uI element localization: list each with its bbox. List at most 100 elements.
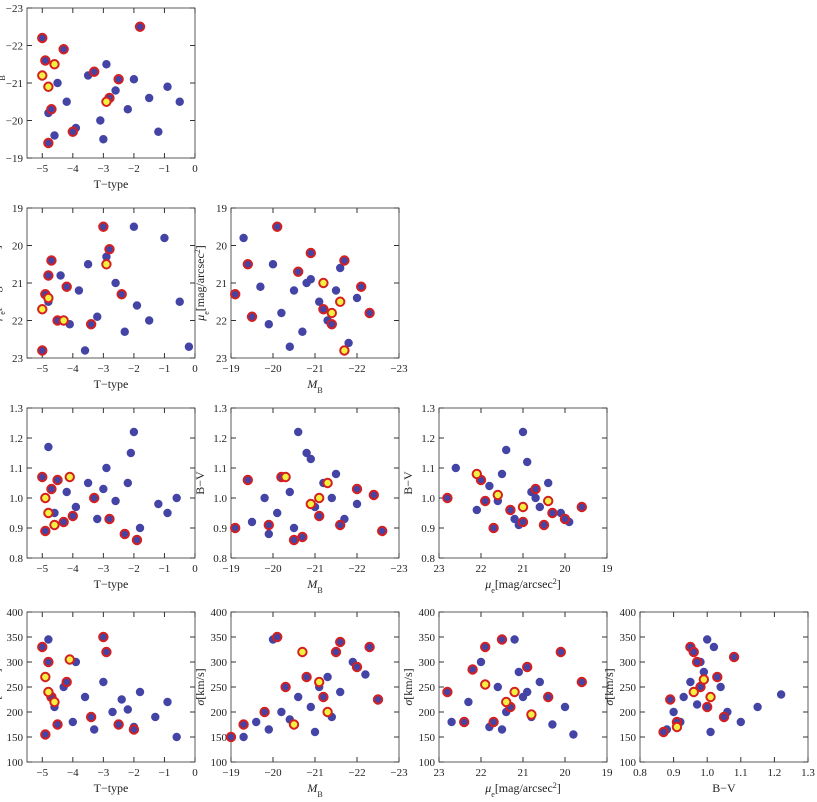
point bbox=[523, 457, 532, 467]
x-axis-label: T−type bbox=[94, 577, 129, 591]
point bbox=[273, 508, 282, 518]
y-axis-label-part: M bbox=[0, 80, 3, 92]
point bbox=[246, 311, 258, 322]
y-tick-label: 300 bbox=[7, 657, 24, 669]
x-tick-label: −4 bbox=[67, 163, 79, 175]
x-tick-label: −5 bbox=[36, 163, 48, 175]
point bbox=[67, 126, 79, 137]
y-tick-label: 0.9 bbox=[421, 523, 435, 535]
y-tick-label: 150 bbox=[419, 732, 436, 744]
y-axis-label-part: B bbox=[0, 75, 7, 80]
y-tick-label: 0.8 bbox=[213, 553, 227, 565]
point bbox=[716, 682, 725, 692]
point bbox=[135, 687, 145, 697]
y-tick-label: −23 bbox=[6, 3, 24, 15]
x-tick-label: −4 bbox=[67, 363, 79, 375]
point bbox=[46, 483, 57, 495]
x-tick-label: −5 bbox=[36, 363, 48, 375]
point bbox=[492, 489, 503, 501]
y-axis-label-part: [km/s] bbox=[0, 668, 3, 699]
point bbox=[43, 656, 54, 668]
point bbox=[471, 468, 482, 480]
point bbox=[686, 677, 695, 687]
point bbox=[242, 474, 254, 486]
point bbox=[64, 654, 75, 665]
x-axis-label-part: B bbox=[317, 386, 322, 395]
point bbox=[480, 641, 491, 653]
point bbox=[467, 664, 478, 675]
point bbox=[277, 308, 286, 318]
point bbox=[163, 82, 172, 91]
y-tick-label: 1.1 bbox=[421, 463, 435, 475]
y-axis-label-part: σ bbox=[193, 699, 207, 706]
x-tick-label: 23 bbox=[434, 767, 446, 779]
point bbox=[526, 709, 537, 720]
y-tick-label: 150 bbox=[7, 732, 24, 744]
x-tick-label: −2 bbox=[128, 563, 140, 575]
point bbox=[497, 469, 507, 479]
point bbox=[523, 687, 532, 697]
point bbox=[89, 66, 100, 77]
point bbox=[52, 474, 63, 486]
point bbox=[485, 481, 494, 491]
point bbox=[335, 296, 346, 307]
point bbox=[61, 676, 72, 688]
x-tick-label: −5 bbox=[36, 767, 48, 779]
point bbox=[531, 493, 540, 503]
point bbox=[104, 244, 115, 255]
x-tick-label: −21 bbox=[306, 563, 323, 575]
point bbox=[123, 705, 132, 714]
x-axis-label-part: [mag/arcsec bbox=[495, 781, 553, 795]
y-tick-label: 400 bbox=[7, 607, 24, 619]
point bbox=[535, 677, 544, 687]
point bbox=[85, 711, 97, 723]
point bbox=[98, 221, 109, 232]
y-tick-label: 0.9 bbox=[9, 523, 23, 535]
point bbox=[530, 483, 541, 495]
x-axis-label-part: [mag/arcsec bbox=[495, 577, 553, 591]
y-axis-label-part: B−V bbox=[193, 471, 207, 495]
x-tick-label: −1 bbox=[159, 363, 171, 375]
point bbox=[351, 661, 363, 673]
point bbox=[102, 60, 111, 69]
panel: −19 −20 −21 −22 −23 0.8 0.9 1.0 1.1 1.2 1.3 bbox=[213, 403, 408, 575]
point bbox=[101, 96, 112, 107]
point bbox=[576, 676, 587, 688]
point bbox=[547, 507, 558, 519]
y-tick-label: 200 bbox=[419, 707, 436, 719]
point bbox=[488, 522, 499, 534]
point bbox=[480, 495, 491, 507]
y-axis-label-part: μ bbox=[193, 315, 207, 322]
x-axis-label-part: M bbox=[306, 377, 318, 391]
point bbox=[364, 641, 375, 653]
point bbox=[753, 702, 762, 712]
y-tick-label: 250 bbox=[620, 682, 637, 694]
x-axis-label: T−type bbox=[94, 781, 129, 795]
point bbox=[128, 724, 140, 735]
point bbox=[336, 687, 345, 697]
point bbox=[272, 631, 283, 643]
point bbox=[510, 514, 519, 524]
x-axis-label: MB bbox=[306, 577, 322, 595]
y-tick-label: 100 bbox=[7, 757, 24, 769]
point bbox=[154, 127, 163, 136]
point bbox=[505, 504, 516, 516]
point bbox=[535, 502, 544, 512]
x-tick-label: −23 bbox=[390, 363, 408, 375]
point bbox=[297, 646, 308, 658]
x-tick-label: −3 bbox=[98, 767, 110, 779]
x-tick-label: −3 bbox=[98, 363, 110, 375]
point bbox=[294, 692, 303, 702]
y-tick-label: 1.0 bbox=[421, 493, 435, 505]
y-axis-label: μe[mag/arcsec2] bbox=[0, 245, 7, 322]
panel: 23 22 21 20 19 0.8 0.9 1.0 1.1 1.2 1.3 bbox=[421, 403, 613, 575]
point bbox=[67, 510, 79, 522]
x-tick-label: −23 bbox=[390, 563, 408, 575]
x-axis-label-part: 2 bbox=[553, 577, 557, 586]
x-axis-label-part: T−type bbox=[94, 377, 129, 391]
point bbox=[37, 304, 48, 315]
y-axis-label-part: [km/s] bbox=[193, 668, 207, 699]
point bbox=[548, 720, 557, 729]
point bbox=[377, 525, 388, 537]
y-tick-label: −20 bbox=[6, 116, 24, 128]
